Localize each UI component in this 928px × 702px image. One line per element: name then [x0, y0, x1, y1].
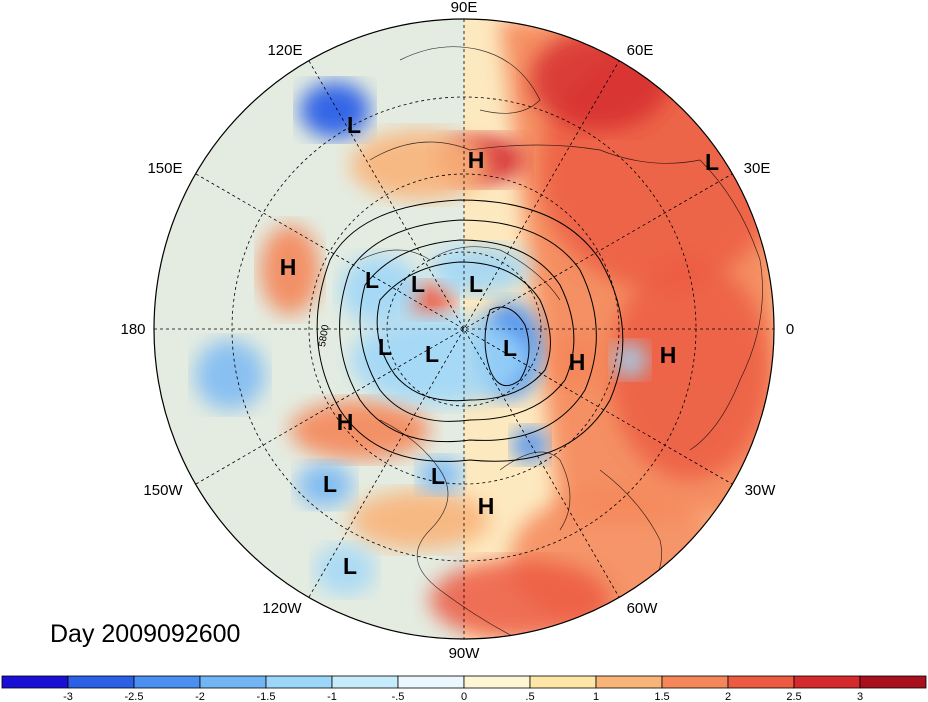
pressure-center-high: H [337, 409, 354, 435]
colorbar-swatch [661, 675, 729, 689]
contour-label: 5800 [317, 324, 332, 348]
polar-stereographic-map: 5800 90E 60E 120E 30E 150E 0 180 30W 150… [120, 0, 794, 662]
colorbar-tick-label: 2 [725, 691, 731, 702]
colorbar-swatch [397, 675, 465, 689]
colorbar-swatch [727, 675, 795, 689]
pressure-center-high: H [280, 254, 297, 280]
pressure-center-high: H [569, 349, 586, 375]
colorbar-tick-label: -1 [327, 691, 337, 702]
pressure-center-low: L [469, 271, 483, 297]
colorbar-tick-label: 3 [857, 691, 863, 702]
lon-label-120e: 120E [267, 42, 302, 59]
lon-label-150e: 150E [147, 160, 182, 177]
colorbar-tick-label: 1.5 [654, 691, 669, 702]
lon-label-120w: 120W [262, 600, 302, 617]
colorbar-swatch [529, 675, 597, 689]
coastlines [359, 46, 763, 639]
lon-label-150w: 150W [143, 482, 183, 499]
colorbar-swatch [793, 675, 861, 689]
pressure-center-low: L [431, 463, 445, 489]
colorbar-tick-label: -2 [195, 691, 205, 702]
pressure-center-low: L [378, 334, 392, 360]
colorbar-tick-label: -1.5 [257, 691, 276, 702]
colorbar-swatch [595, 675, 663, 689]
colorbar-tick-label: -3 [63, 691, 73, 702]
lon-label-0: 0 [786, 321, 794, 338]
pressure-centers: L H L H L L L L L L H H H L L H L [280, 112, 719, 579]
pressure-center-low: L [347, 112, 361, 138]
colorbar-swatch [1, 675, 69, 689]
colorbar-tick-label: -2.5 [125, 691, 144, 702]
colorbar-swatch [67, 675, 135, 689]
colorbar-swatch [859, 675, 927, 689]
colorbar-swatch [331, 675, 399, 689]
graticule [154, 19, 774, 639]
map-boundary [153, 18, 775, 640]
longitude-labels: 90E 60E 120E 30E 150E 0 180 30W 150W 60W… [120, 0, 794, 662]
date-label: Day 2009092600 [50, 620, 241, 648]
pressure-center-low: L [365, 267, 379, 293]
colorbar-tick-label: 1 [593, 691, 599, 702]
pressure-center-low: L [343, 553, 357, 579]
colorbar-tick-label: -.5 [392, 691, 405, 702]
colorbar-swatch [199, 675, 267, 689]
colorbar-tick-label: 2.5 [786, 691, 801, 702]
lon-label-90e: 90E [451, 0, 478, 16]
lon-label-30e: 30E [744, 160, 771, 177]
colorbar-swatch [133, 675, 201, 689]
pressure-center-low: L [323, 471, 337, 497]
colorbar-tick-label: .5 [525, 691, 534, 702]
lon-label-180: 180 [120, 321, 145, 338]
lon-label-60w: 60W [627, 600, 659, 617]
pressure-center-low: L [425, 341, 439, 367]
lon-label-60e: 60E [627, 42, 654, 59]
pressure-center-high: H [478, 493, 495, 519]
pressure-center-low: L [411, 271, 425, 297]
colorbar-tick-label: 0 [461, 691, 467, 702]
colorbar: -3 -2.5 -2 -1.5 -1 -.5 0 .5 1 1.5 2 2.5 3 [1, 675, 927, 702]
pressure-center-low: L [503, 335, 517, 361]
height-contours [316, 199, 624, 462]
colorbar-swatch [463, 675, 531, 689]
lon-label-90w: 90W [449, 645, 481, 662]
pressure-center-low: L [705, 149, 719, 175]
pressure-center-high: H [660, 342, 677, 368]
colorbar-swatch [265, 675, 333, 689]
pressure-center-high: H [468, 147, 485, 173]
lon-label-30w: 30W [745, 482, 777, 499]
